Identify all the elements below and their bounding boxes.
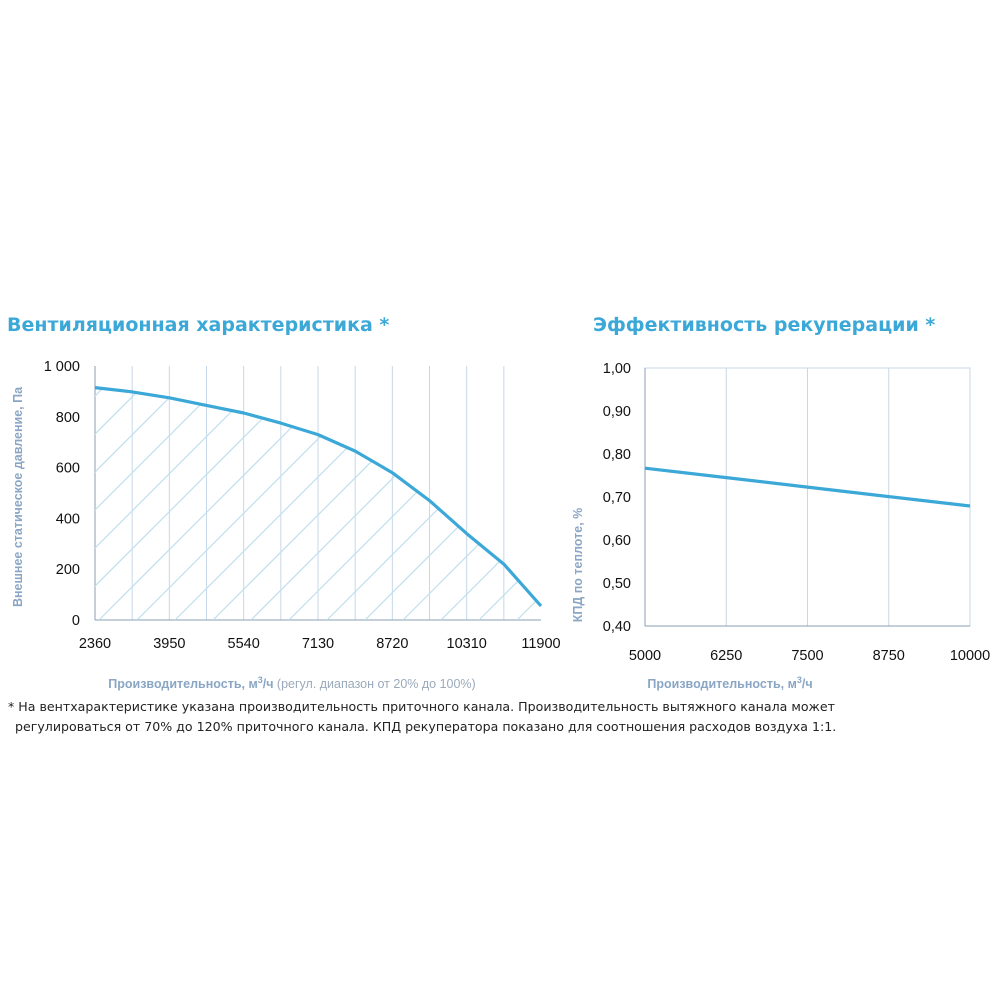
y-tick-label: 0 bbox=[72, 613, 80, 629]
hatch-line bbox=[669, 360, 929, 620]
hatch-line bbox=[174, 387, 436, 620]
footnote-line-1: * На вентхарактеристике указана производ… bbox=[8, 699, 835, 714]
hatch-line bbox=[250, 387, 512, 620]
y-tick-label: 200 bbox=[56, 562, 80, 578]
hatch-line bbox=[98, 387, 360, 620]
hatch-line bbox=[95, 387, 170, 620]
hatch-line bbox=[516, 387, 541, 620]
hatch-line bbox=[631, 360, 891, 620]
y-tick-label: 0,60 bbox=[603, 533, 631, 549]
y-tick-label: 400 bbox=[56, 511, 80, 527]
x-tick-label: 7500 bbox=[791, 648, 823, 664]
fan-curve-title: Вентиляционная характеристика * bbox=[7, 314, 390, 336]
y-tick-label: 0,40 bbox=[603, 619, 631, 635]
x-tick-label: 8750 bbox=[873, 648, 905, 664]
hatch-line bbox=[288, 387, 541, 620]
y-tick-label: 0,70 bbox=[603, 490, 631, 506]
y-axis-label: КПД по теплоте, % bbox=[571, 508, 585, 623]
recuperation-title: Эффективность рекуперации * bbox=[593, 314, 936, 336]
hatch-line bbox=[212, 387, 474, 620]
y-tick-label: 1,00 bbox=[603, 361, 631, 377]
recuperation-efficiency-chart: 0,40 0,50 0,60 0,70 0,80 0,90 1,00 5000 6250 7500… bbox=[571, 361, 990, 691]
y-tick-label: 800 bbox=[56, 410, 80, 426]
y-tick-label: 0,80 bbox=[603, 447, 631, 463]
x-tick-label: 5000 bbox=[629, 648, 661, 664]
hatch-line bbox=[440, 387, 541, 620]
x-tick-label: 8720 bbox=[376, 636, 408, 652]
x-tick-label: 3950 bbox=[153, 636, 185, 652]
x-tick-label: 10310 bbox=[447, 636, 487, 652]
hatch-line bbox=[555, 360, 815, 620]
x-tick-label: 6250 bbox=[710, 648, 742, 664]
x-tick-label: 2360 bbox=[79, 636, 111, 652]
x-tick-label: 5540 bbox=[228, 636, 260, 652]
hatch-line bbox=[593, 360, 853, 620]
hatch-line bbox=[95, 387, 208, 620]
y-tick-label: 1 000 bbox=[44, 359, 80, 375]
footnote: * На вентхарактеристике указана производ… bbox=[8, 697, 993, 737]
footnote-line-2: регулироваться от 70% до 120% приточного… bbox=[15, 719, 837, 734]
x-tick-label: 11900 bbox=[521, 636, 560, 652]
y-tick-label: 0,50 bbox=[603, 576, 631, 592]
hatched-area bbox=[0, 360, 929, 620]
y-tick-label: 600 bbox=[56, 461, 80, 477]
x-axis-label: Производительность, м3/ч bbox=[647, 675, 812, 691]
y-tick-label: 0,90 bbox=[603, 404, 631, 420]
hatch-line bbox=[95, 387, 246, 620]
y-axis-label: Внешнее статическое давление, Па bbox=[11, 386, 25, 607]
x-axis-label: Производительность, м3/ч (регул. диапазо… bbox=[108, 675, 475, 691]
hatch-line bbox=[95, 387, 322, 620]
fan-curve-line bbox=[94, 386, 543, 608]
fan-curve-chart: 0 200 400 600 800 1 000 2360 3950 5540 7130 8720 10… bbox=[0, 359, 929, 691]
hatch-line bbox=[364, 387, 541, 620]
hatch-line bbox=[0, 360, 55, 620]
hatch-line bbox=[326, 387, 541, 620]
x-tick-label: 10000 bbox=[950, 648, 990, 664]
x-tick-label: 7130 bbox=[302, 636, 334, 652]
